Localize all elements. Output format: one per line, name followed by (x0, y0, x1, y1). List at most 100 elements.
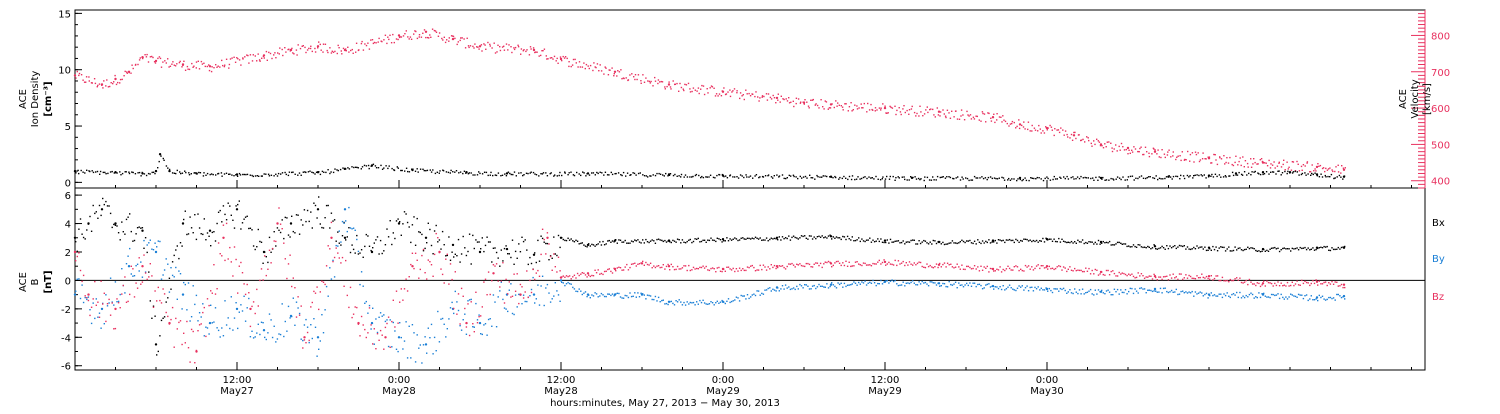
by-point (1266, 296, 1268, 298)
density-point (694, 174, 697, 177)
bx-point (648, 241, 650, 244)
bz-point (946, 262, 949, 264)
velocity-point (732, 90, 734, 92)
density-point (535, 174, 538, 176)
density-point (933, 179, 935, 181)
bz-point (788, 263, 790, 265)
velocity-point (1031, 124, 1033, 127)
bx-point (1112, 244, 1114, 246)
velocity-point (874, 110, 876, 112)
bx-point (619, 239, 622, 241)
bz-point (985, 267, 987, 269)
by-point (605, 295, 607, 298)
bx-point (1129, 246, 1131, 248)
by-point (853, 281, 855, 283)
velocity-point (882, 103, 884, 105)
bz-point-anchor (1153, 275, 1157, 278)
by-point (648, 294, 650, 297)
density-point (1155, 175, 1157, 177)
velocity-point (507, 49, 509, 51)
bz-point (880, 263, 882, 265)
velocity-point (381, 40, 383, 43)
bx-point (492, 247, 495, 249)
by-point (1304, 295, 1306, 297)
bz-point (703, 267, 706, 269)
bz-point (267, 268, 269, 270)
velocity-point (1280, 166, 1283, 168)
by-point (742, 295, 744, 297)
by-point (82, 301, 85, 304)
bx-point (351, 244, 353, 246)
velocity-point (318, 41, 320, 43)
by-point (743, 295, 745, 297)
bz-point (607, 268, 609, 271)
bx-point (294, 232, 296, 234)
density-point (1078, 177, 1081, 180)
velocity-point (906, 109, 908, 112)
density-point (1301, 172, 1304, 175)
bz-point (1062, 266, 1065, 268)
density-point (504, 173, 506, 175)
bx-point (788, 235, 790, 237)
velocity-point (259, 60, 261, 62)
velocity-point (1198, 160, 1201, 163)
bz-point (669, 269, 671, 271)
bz-point (173, 346, 175, 348)
bx-point (1156, 248, 1158, 250)
by-point (934, 282, 936, 284)
velocity-point-anchor (1207, 157, 1211, 160)
bz-point (189, 361, 191, 363)
bz-point (927, 265, 930, 268)
bz-point (595, 272, 598, 274)
bz-point (332, 260, 334, 263)
by-point (302, 339, 304, 342)
velocity-point (413, 33, 415, 35)
by-point (168, 291, 171, 293)
bx-point (1081, 239, 1084, 241)
bx-point (815, 237, 817, 240)
velocity-point (592, 69, 594, 72)
density-point (984, 177, 987, 179)
bz-point (980, 265, 982, 267)
velocity-point (866, 111, 868, 113)
velocity-point (640, 82, 642, 84)
by-point (783, 288, 785, 290)
bz-point (148, 276, 150, 278)
bx-point (969, 239, 971, 242)
density-point (1250, 174, 1252, 176)
bx-point (507, 253, 509, 255)
by-point (1180, 290, 1182, 293)
by-point (892, 280, 895, 283)
density-point (132, 171, 134, 174)
velocity-point (1247, 166, 1249, 168)
velocity-point (1223, 155, 1225, 157)
bz-point (993, 270, 995, 272)
density-point (695, 173, 698, 176)
velocity-point (131, 64, 133, 66)
bz-point (1075, 269, 1077, 272)
by-point (1177, 293, 1179, 296)
bz-point (972, 267, 974, 270)
by-point (657, 296, 660, 299)
bz-point (1294, 283, 1297, 285)
bx-point (862, 240, 865, 242)
velocity-point (908, 113, 910, 115)
bz-point (1018, 269, 1020, 272)
density-point (1149, 176, 1151, 178)
by-point (1035, 288, 1038, 290)
by-point (973, 282, 976, 284)
bz-point (495, 263, 498, 265)
bx-point (711, 239, 714, 241)
bx-point (1177, 246, 1179, 248)
bx-point (654, 242, 657, 244)
velocity-point (713, 87, 715, 89)
density-point (307, 171, 310, 173)
velocity-point (1140, 146, 1142, 148)
bz-point (1072, 270, 1074, 272)
velocity-point (431, 28, 434, 30)
velocity-point (338, 47, 340, 49)
density-point (1180, 174, 1182, 177)
bz-point (443, 282, 445, 284)
velocity-point (459, 39, 461, 42)
